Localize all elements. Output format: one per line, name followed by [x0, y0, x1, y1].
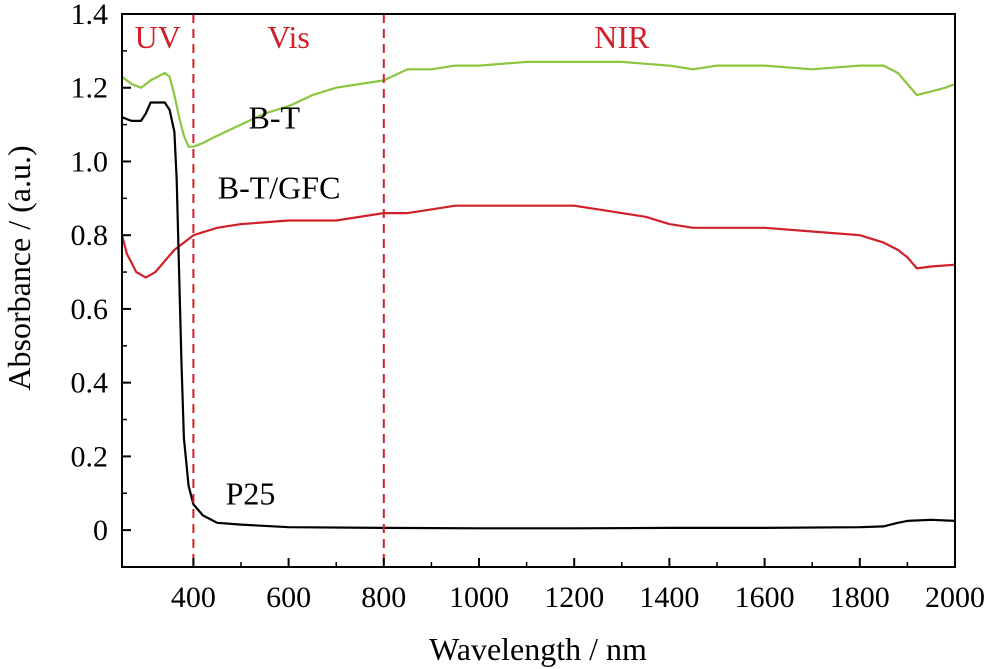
x-tick-label-8: 2000	[925, 581, 985, 614]
y-tick-label-1: 0.2	[71, 440, 109, 473]
x-tick-label-5: 1400	[639, 581, 699, 614]
series-label-1: B-T/GFC	[218, 169, 341, 205]
series-line-1	[120, 204, 956, 279]
region-label-0: UV	[135, 19, 181, 55]
x-tick-label-6: 1600	[735, 581, 795, 614]
series-line-2	[121, 101, 956, 530]
x-tick-label-2: 800	[361, 581, 406, 614]
y-tick-label-4: 0.8	[71, 219, 109, 252]
y-tick-label-0: 0	[93, 514, 108, 547]
axes: 400 600 800 1000 1200 1400 1600 1800 2000 0 0.2 0.4…	[71, 0, 986, 614]
y-tick-label-6: 1.2	[71, 72, 109, 105]
region-dividers	[192, 14, 385, 567]
y-tick-label-5: 1.0	[71, 145, 109, 178]
labels-layer: B-T B-T/GFC P25 UV Vis NIR	[135, 19, 650, 511]
x-tick-label-0: 400	[171, 581, 216, 614]
y-tick-label-2: 0.4	[71, 367, 109, 400]
y-tick-label-3: 0.6	[71, 293, 109, 326]
plot-frame	[121, 13, 956, 568]
series-label-0: B-T	[249, 99, 301, 135]
region-label-2: NIR	[594, 19, 650, 55]
y-tick-label-7: 1.4	[71, 0, 109, 31]
x-tick-label-1: 600	[266, 581, 311, 614]
y-axis-title: Absorbance / (a.u.)	[1, 145, 37, 390]
region-label-1: Vis	[267, 19, 310, 55]
series-line-0	[121, 60, 956, 148]
x-tick-label-4: 1200	[544, 581, 604, 614]
x-tick-label-7: 1800	[830, 581, 890, 614]
x-tick-label-3: 1000	[449, 581, 509, 614]
x-axis-title: Wavelength / nm	[429, 631, 647, 667]
series-layer	[120, 60, 956, 530]
series-label-2: P25	[226, 475, 276, 511]
